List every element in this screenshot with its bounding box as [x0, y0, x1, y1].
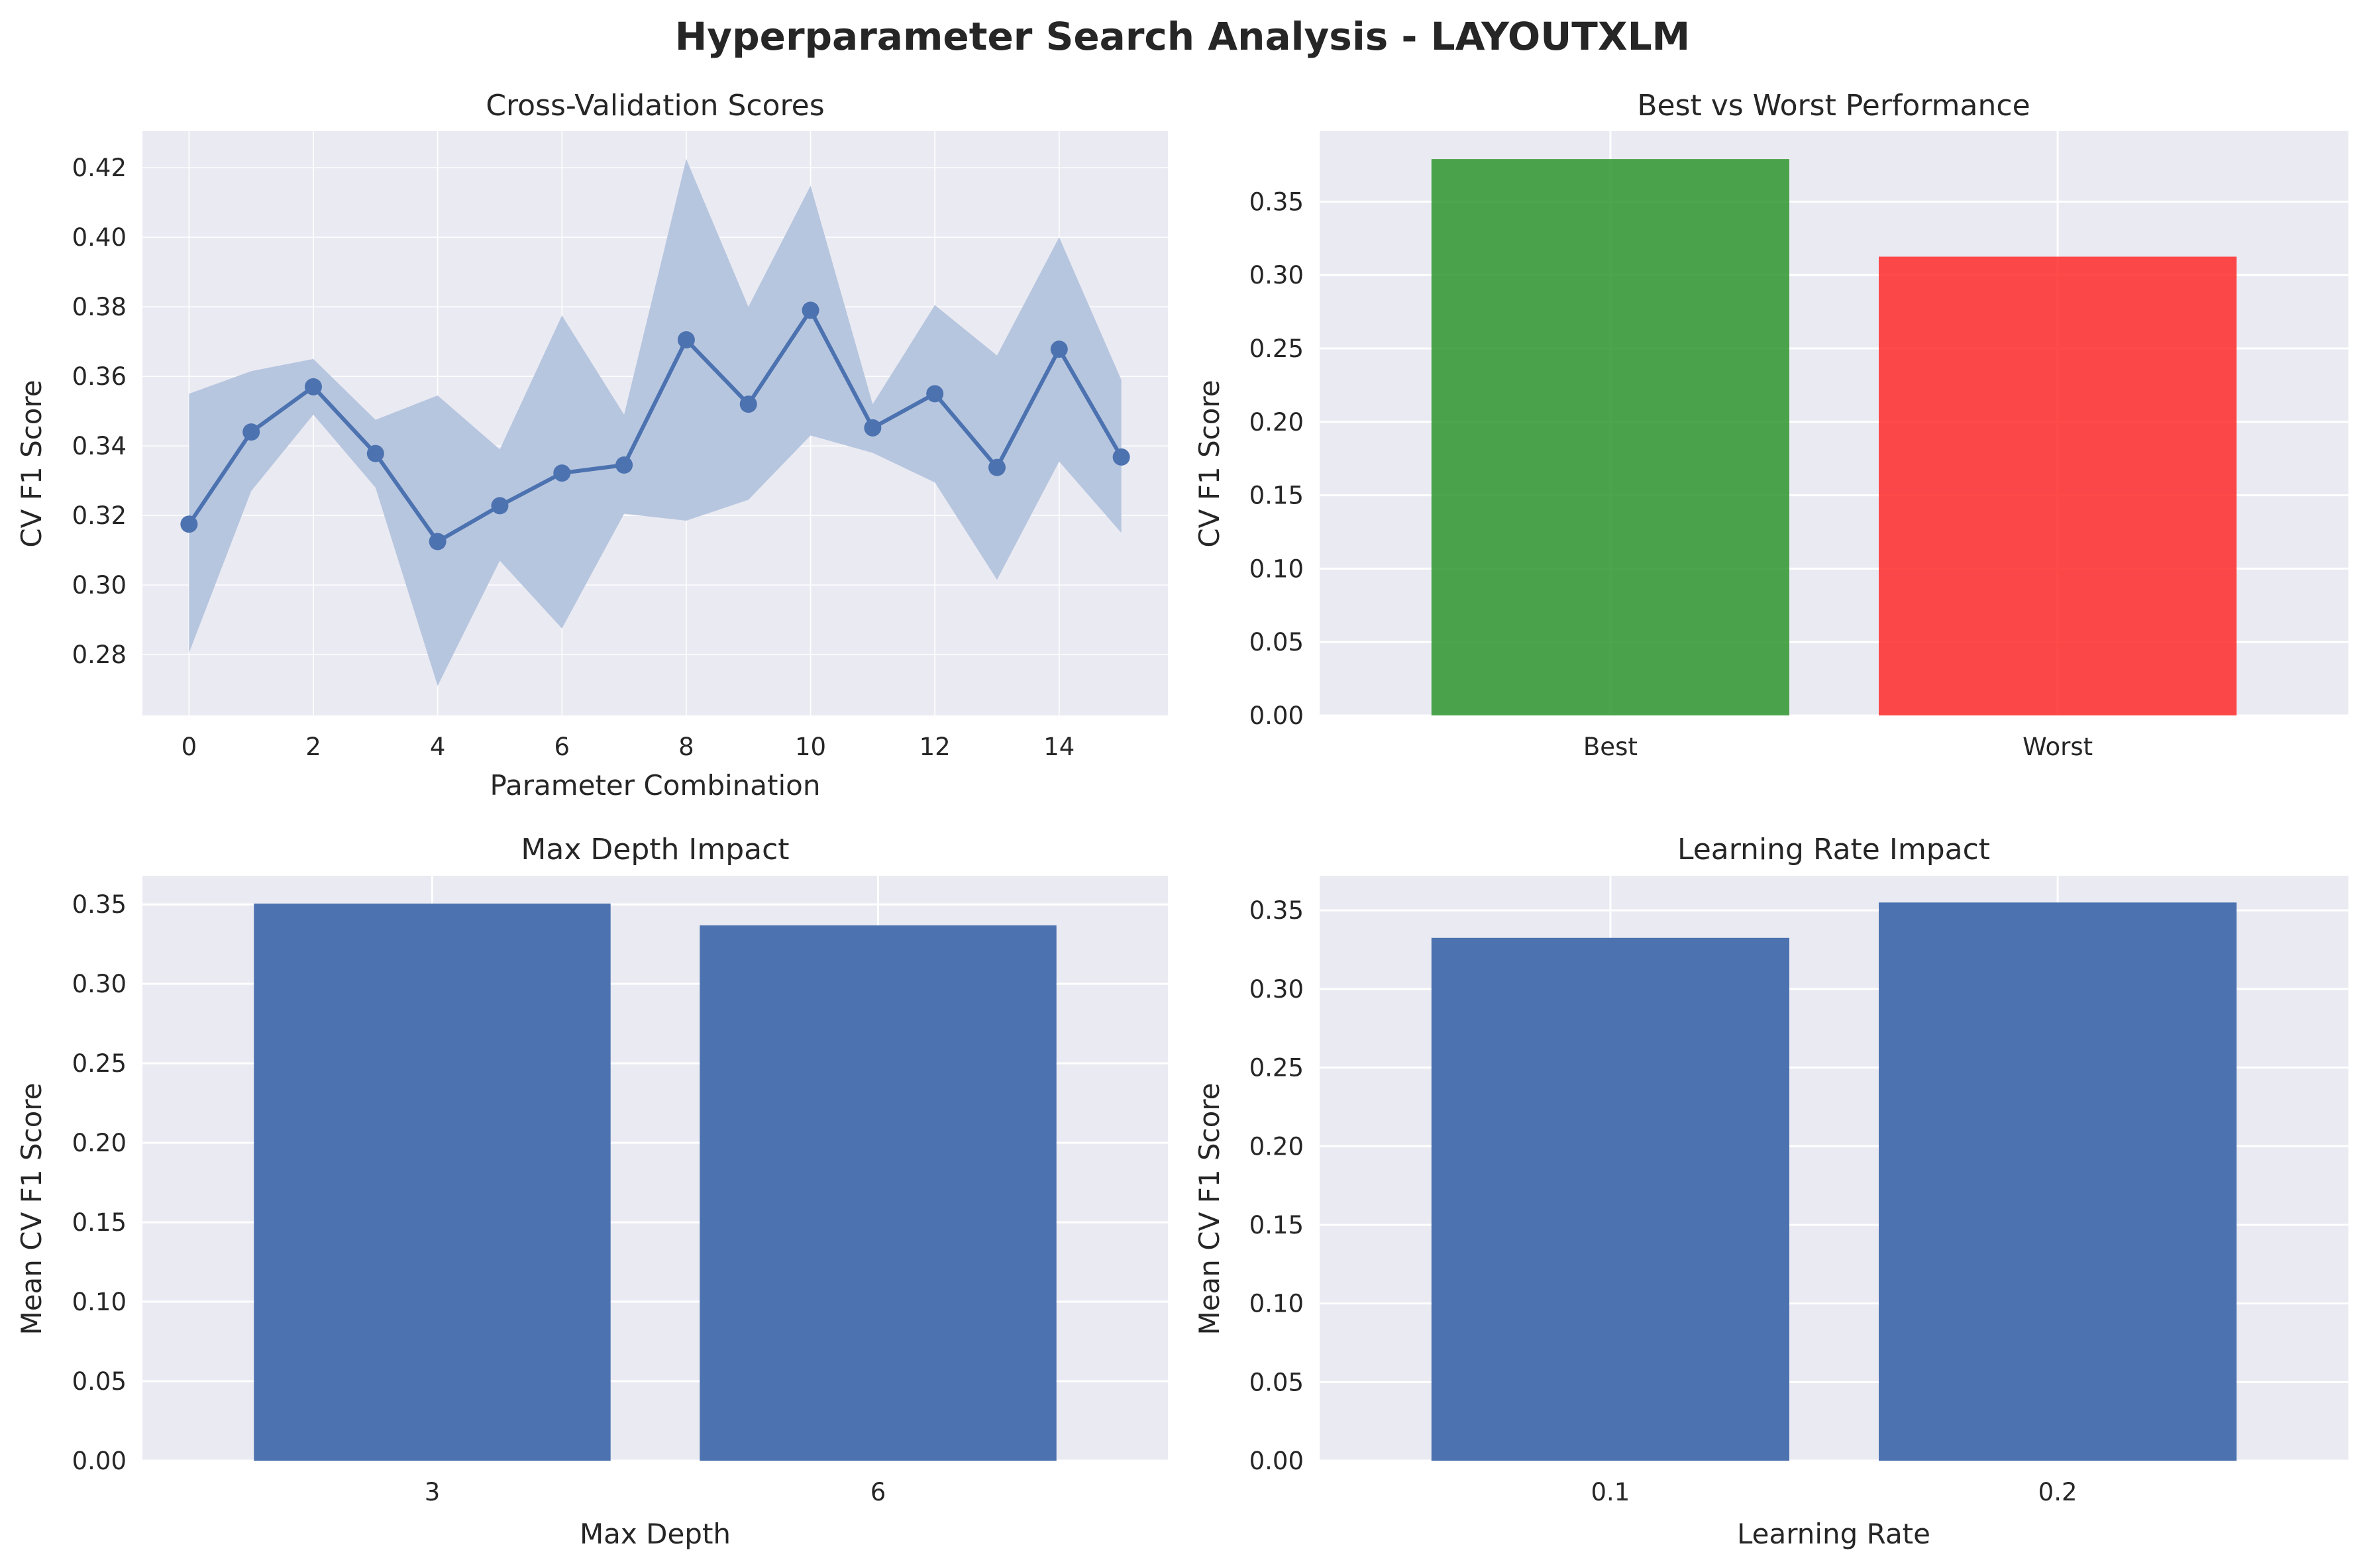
figure-title: Hyperparameter Search Analysis - LAYOUTX…: [675, 14, 1691, 59]
depth-y-tick-label: 0.30: [72, 970, 127, 998]
max-depth-x-axis-label: Max Depth: [580, 1518, 731, 1550]
cv-score-point: [242, 423, 260, 441]
max-depth-panel-title: Max Depth Impact: [521, 833, 789, 866]
cv-score-point: [305, 378, 322, 395]
lr-y-tick-label: 0.15: [1249, 1211, 1304, 1239]
bestworst-y-tick-label: 0.15: [1249, 482, 1304, 510]
depth-y-tick-label: 0.10: [72, 1288, 127, 1316]
cv-score-point: [802, 301, 819, 319]
cv-x-tick-label: 14: [1043, 733, 1075, 761]
bestworst-plot-area: 0.00 0.05 0.10 0.15 0.20 0.25 0.30 0.35 Best Wors…: [1249, 131, 2348, 761]
lr-plot-area: 0.00 0.05 0.10 0.15 0.20 0.25 0.30 0.35 0.1 0.2: [1249, 876, 2348, 1506]
bestworst-y-tick-label: 0.35: [1249, 187, 1304, 216]
cv-score-point: [615, 456, 633, 474]
cv-scores-panel: 0.28 0.30 0.32 0.34 0.36 0.38 0.40 0.42 0 2 4 6 8 10 1…: [15, 89, 1168, 802]
depth-bar-3: [254, 903, 611, 1461]
lr-y-tick-label: 0.10: [1249, 1290, 1304, 1318]
best-worst-y-axis-label: CV F1 Score: [1193, 380, 1226, 547]
learning-rate-panel: 0.00 0.05 0.10 0.15 0.20 0.25 0.30 0.35 0.1 0.2 L…: [1193, 833, 2348, 1550]
cv-score-point: [677, 331, 695, 348]
learning-rate-panel-title: Learning Rate Impact: [1677, 833, 1990, 866]
cv-y-tick-label: 0.40: [72, 223, 127, 252]
cv-y-tick-label: 0.32: [72, 501, 127, 530]
cv-y-tick-label: 0.30: [72, 571, 127, 600]
cv-y-tick-label: 0.36: [72, 362, 127, 391]
bestworst-y-tick-label: 0.10: [1249, 554, 1304, 583]
cv-score-point: [1050, 340, 1068, 358]
cv-x-tick-label: 8: [678, 733, 694, 761]
cv-x-tick-label: 10: [795, 733, 826, 761]
depth-x-tick-label: 3: [425, 1478, 441, 1506]
lr-bar-0-2: [1879, 902, 2237, 1461]
bestworst-y-tick-label: 0.05: [1249, 628, 1304, 656]
lr-x-tick-label: 0.1: [1591, 1478, 1630, 1506]
cv-score-point: [429, 533, 447, 550]
max-depth-y-axis-label: Mean CV F1 Score: [15, 1082, 48, 1335]
bestworst-bar-best: [1431, 159, 1789, 715]
cv-y-tick-label: 0.28: [72, 641, 127, 669]
cv-y-tick-label: 0.42: [72, 154, 127, 182]
cv-y-tick-label: 0.38: [72, 293, 127, 321]
cv-score-point: [553, 464, 571, 482]
cv-x-tick-label: 12: [920, 733, 951, 761]
learning-rate-y-axis-label: Mean CV F1 Score: [1193, 1082, 1226, 1335]
cv-score-point: [739, 395, 757, 413]
cv-score-point: [180, 515, 198, 533]
lr-y-tick-label: 0.00: [1249, 1447, 1304, 1475]
lr-bar-0-1: [1431, 937, 1789, 1461]
depth-y-tick-label: 0.05: [72, 1367, 127, 1396]
cv-score-point: [864, 419, 882, 437]
lr-x-tick-label: 0.2: [2038, 1478, 2077, 1506]
bestworst-y-tick-label: 0.25: [1249, 335, 1304, 363]
lr-y-tick-label: 0.35: [1249, 896, 1304, 925]
cv-panel-title: Cross-Validation Scores: [486, 89, 824, 123]
max-depth-panel: 0.00 0.05 0.10 0.15 0.20 0.25 0.30 0.35 3 6 Max D…: [15, 833, 1168, 1550]
cv-score-point: [988, 458, 1006, 476]
cv-score-point: [491, 497, 509, 515]
depth-y-tick-label: 0.00: [72, 1447, 127, 1475]
bestworst-y-tick-label: 0.00: [1249, 702, 1304, 730]
lr-y-tick-label: 0.20: [1249, 1132, 1304, 1161]
cv-score-point: [926, 385, 944, 403]
best-worst-panel: 0.00 0.05 0.10 0.15 0.20 0.25 0.30 0.35 Best Wors…: [1193, 89, 2348, 761]
lr-y-tick-label: 0.25: [1249, 1054, 1304, 1082]
cv-y-axis-label: CV F1 Score: [15, 380, 48, 547]
cv-x-tick-label: 6: [554, 733, 570, 761]
cv-std-band: [189, 159, 1122, 686]
learning-rate-x-axis-label: Learning Rate: [1737, 1518, 1930, 1550]
bestworst-y-tick-label: 0.30: [1249, 261, 1304, 289]
cv-plot-area: 0.28 0.30 0.32 0.34 0.36 0.38 0.40 0.42 0 2 4 6 8 10 1…: [72, 131, 1168, 761]
depth-y-tick-label: 0.35: [72, 890, 127, 919]
bestworst-x-tick-label: Best: [1583, 733, 1638, 761]
cv-score-point: [366, 444, 384, 462]
best-worst-panel-title: Best vs Worst Performance: [1637, 89, 2030, 123]
cv-x-tick-label: 0: [182, 733, 197, 761]
depth-plot-area: 0.00 0.05 0.10 0.15 0.20 0.25 0.30 0.35 3 6: [72, 876, 1168, 1506]
depth-y-tick-label: 0.15: [72, 1208, 127, 1237]
bestworst-x-tick-label: Worst: [2023, 733, 2093, 761]
bestworst-bar-worst: [1879, 256, 2237, 716]
lr-y-tick-label: 0.05: [1249, 1368, 1304, 1396]
cv-x-axis-label: Parameter Combination: [490, 769, 821, 802]
cv-y-tick-label: 0.34: [72, 432, 127, 460]
lr-y-tick-label: 0.30: [1249, 975, 1304, 1004]
cv-score-point: [1112, 448, 1130, 466]
depth-y-tick-label: 0.20: [72, 1129, 127, 1157]
bestworst-y-tick-label: 0.20: [1249, 408, 1304, 437]
cv-x-tick-label: 4: [430, 733, 446, 761]
cv-score-line: [187, 308, 1124, 544]
depth-x-tick-label: 6: [870, 1478, 886, 1506]
depth-bar-6: [700, 925, 1057, 1461]
cv-x-tick-label: 2: [305, 733, 321, 761]
depth-y-tick-label: 0.25: [72, 1049, 127, 1078]
